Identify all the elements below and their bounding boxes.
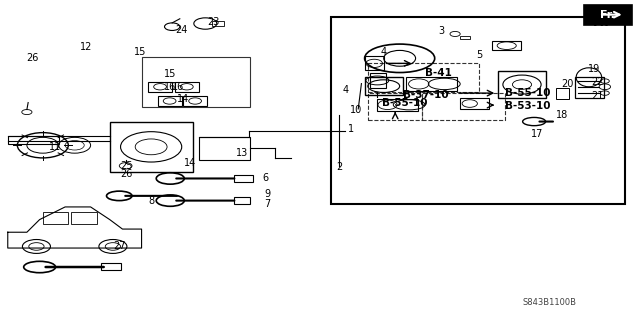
Bar (43, 212, 68, 224)
Bar (365, 77, 403, 95)
Text: 11: 11 (49, 142, 61, 152)
Text: 4: 4 (342, 85, 349, 95)
Text: 7: 7 (264, 199, 271, 209)
Bar (492, 41, 521, 50)
Bar (109, 122, 193, 172)
Text: 6: 6 (263, 174, 269, 183)
Bar (8, 136, 59, 144)
Text: 8: 8 (148, 196, 154, 206)
Bar (575, 77, 604, 98)
Text: 15: 15 (164, 69, 177, 79)
Text: 23: 23 (207, 17, 219, 27)
Text: 24: 24 (175, 25, 188, 35)
Text: 5: 5 (476, 50, 483, 60)
Bar (460, 98, 489, 109)
Bar (365, 56, 384, 70)
Text: 10: 10 (349, 106, 362, 115)
Bar (234, 197, 250, 204)
Text: B-55-10: B-55-10 (383, 98, 428, 108)
Text: 12: 12 (80, 42, 92, 52)
Bar (556, 88, 568, 100)
Text: B-41: B-41 (425, 68, 452, 78)
Bar (175, 82, 199, 92)
Text: 16: 16 (164, 82, 177, 92)
Polygon shape (612, 14, 623, 20)
Text: 1: 1 (348, 124, 354, 135)
Text: 25: 25 (121, 161, 133, 171)
Bar (370, 73, 386, 88)
Bar (212, 21, 225, 26)
Text: 18: 18 (556, 110, 568, 120)
Text: 21: 21 (591, 91, 604, 101)
Text: 17: 17 (531, 129, 543, 139)
Text: 14: 14 (184, 158, 196, 168)
Text: B-55-10: B-55-10 (505, 88, 550, 98)
Bar (72, 212, 97, 224)
Bar (332, 17, 625, 204)
Text: 16: 16 (172, 82, 185, 92)
Text: 14: 14 (177, 94, 189, 104)
Text: B-37-10: B-37-10 (403, 90, 449, 100)
Bar (101, 263, 120, 270)
Text: 4: 4 (381, 47, 387, 57)
Text: B-53-10: B-53-10 (505, 101, 550, 111)
Text: 27: 27 (113, 241, 125, 251)
Bar (183, 96, 207, 106)
Text: 3: 3 (438, 26, 444, 36)
Bar (368, 63, 479, 92)
FancyBboxPatch shape (584, 4, 632, 25)
Bar (406, 77, 457, 91)
Bar (234, 175, 253, 182)
Text: 15: 15 (134, 47, 147, 57)
Text: S843B1100B: S843B1100B (522, 298, 577, 307)
Bar (499, 71, 546, 98)
Bar (422, 93, 505, 120)
Bar (141, 57, 250, 107)
Bar (368, 93, 422, 120)
Text: 2: 2 (336, 162, 342, 172)
Bar (148, 82, 172, 92)
Text: 9: 9 (265, 189, 271, 199)
Bar (460, 36, 470, 39)
Text: 20: 20 (561, 78, 573, 89)
Text: 19: 19 (588, 64, 600, 74)
Text: Fr.: Fr. (593, 16, 610, 29)
Text: 26: 26 (26, 53, 38, 63)
Text: 13: 13 (236, 148, 248, 158)
Text: Fr.: Fr. (600, 10, 615, 20)
Bar (157, 96, 182, 106)
Text: 26: 26 (121, 169, 133, 179)
Bar (377, 99, 418, 111)
Bar (199, 137, 250, 160)
Text: 22: 22 (591, 77, 604, 87)
